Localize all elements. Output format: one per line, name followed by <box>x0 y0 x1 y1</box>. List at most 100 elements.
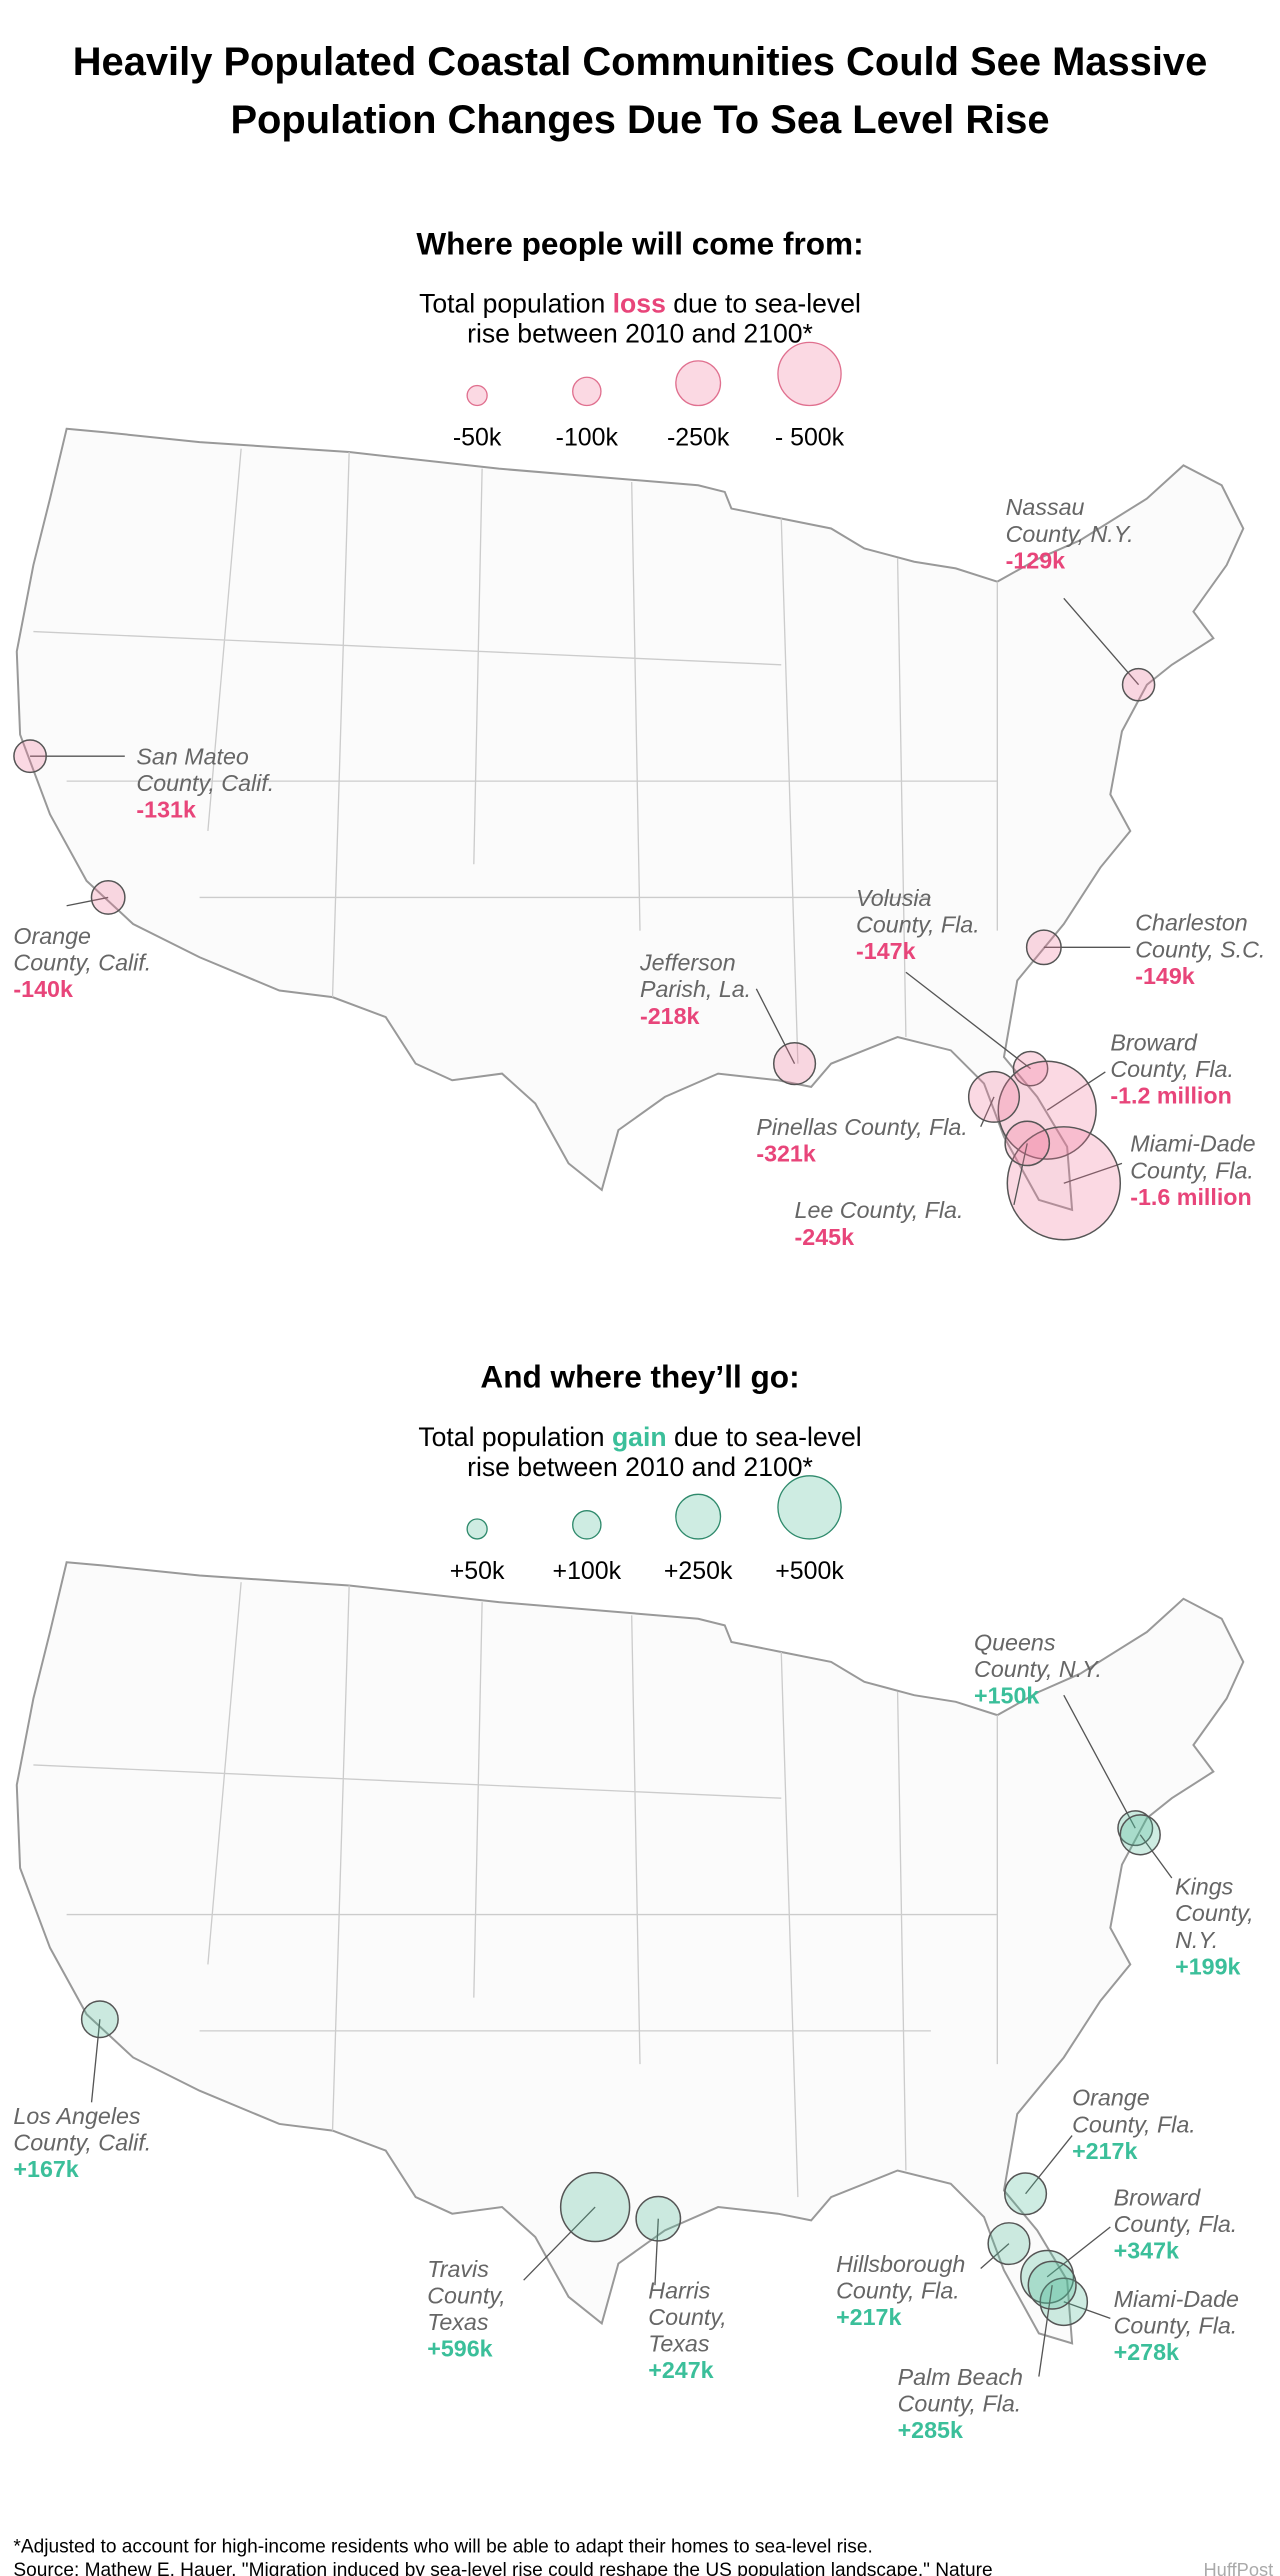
county-name: County, S.C. <box>1135 936 1265 962</box>
legend-bubble <box>572 1510 602 1540</box>
legend-label: -100k <box>556 423 619 451</box>
county-name: County, Fla. <box>1114 2312 1238 2338</box>
county-name: Los Angeles <box>13 2103 140 2129</box>
county-name: Texas <box>648 2331 710 2357</box>
county-name: County, N.Y. <box>1006 521 1134 547</box>
map-heading: And where they’ll go: <box>480 1359 799 1395</box>
leader-line <box>523 2206 596 2281</box>
leader-line <box>1139 1834 1173 1879</box>
county-bubble <box>1020 2249 1075 2304</box>
county-name: Travis <box>427 2256 489 2282</box>
county-name: County, Fla. <box>1130 1157 1254 1183</box>
legend-bubble <box>777 1475 842 1540</box>
county-name: Lee County, Fla. <box>795 1197 964 1223</box>
leader-line <box>66 896 109 907</box>
county-bubble <box>635 2195 682 2242</box>
subtitle-part: gain <box>612 1422 667 1452</box>
county-name: Nassau <box>1006 494 1085 520</box>
county-name: Charleston <box>1135 910 1247 936</box>
county-value: +217k <box>836 2304 901 2330</box>
legend-label: +100k <box>553 1557 622 1585</box>
county-name: Hillsborough <box>836 2251 965 2277</box>
county-name: Broward <box>1114 2184 1202 2210</box>
county-name: County, <box>1175 1900 1253 1926</box>
county-bubble <box>1121 667 1156 702</box>
legend-bubble <box>675 1493 722 1540</box>
county-value: -245k <box>795 1224 855 1250</box>
county-name: Orange <box>13 923 91 949</box>
county-bubble <box>1004 1120 1051 1167</box>
county-name: County, Fla. <box>1110 1056 1234 1082</box>
county-name: County, Calif. <box>13 950 151 976</box>
county-bubble <box>1006 1126 1122 1241</box>
leader-line <box>980 2243 1010 2270</box>
county-name: Volusia <box>856 885 931 911</box>
county-name: County, Calif. <box>13 2130 151 2156</box>
county-bubble <box>987 2222 1031 2266</box>
county-value: +278k <box>1114 2339 1179 2365</box>
county-name: County, Fla. <box>898 2390 1022 2416</box>
credit: HuffPost <box>1203 2559 1273 2576</box>
leader-line <box>1046 1071 1106 1111</box>
map-heading: Where people will come from: <box>416 225 863 261</box>
county-value: -1.6 million <box>1130 1184 1251 1210</box>
county-name: Palm Beach <box>898 2364 1023 2390</box>
county-value: +199k <box>1175 1953 1240 1979</box>
leader-line <box>1013 1143 1028 1206</box>
county-value: -321k <box>756 1141 816 1167</box>
county-value: +285k <box>898 2417 963 2443</box>
county-name: Queens <box>974 1629 1056 1655</box>
leader-line <box>1063 1694 1136 1829</box>
county-name: Miami-Dade <box>1130 1131 1255 1157</box>
footnote: *Adjusted to account for high-income res… <box>13 2537 872 2558</box>
subtitle: rise between 2010 and 2100* <box>467 1452 813 1482</box>
county-value: +247k <box>648 2357 713 2383</box>
county-value: -147k <box>856 938 916 964</box>
county-bubble <box>80 2000 119 2039</box>
leader-line <box>1025 2135 1073 2195</box>
county-name: County, <box>427 2282 505 2308</box>
county-name: Parish, La. <box>640 976 751 1002</box>
title: Heavily Populated Coastal Communities Co… <box>73 40 1208 84</box>
county-name: County, Fla. <box>1114 2211 1238 2237</box>
county-name: Pinellas County, Fla. <box>756 1114 968 1140</box>
county-name: N.Y. <box>1175 1927 1218 1953</box>
county-bubble <box>13 739 47 774</box>
county-name: Broward <box>1110 1029 1198 1055</box>
county-value: -149k <box>1135 963 1195 989</box>
subtitle-part: due to sea-level <box>673 288 861 318</box>
legend-label: -250k <box>667 423 730 451</box>
county-value: -140k <box>13 976 73 1002</box>
leader-line <box>1038 2285 1053 2377</box>
subtitle: Total population gain due to sea-level <box>418 1422 861 1452</box>
county-value: +150k <box>974 1682 1039 1708</box>
legend-bubble <box>466 1518 488 1540</box>
county-name: Harris <box>648 2277 710 2303</box>
subtitle: rise between 2010 and 2100* <box>467 318 813 348</box>
county-bubble <box>90 879 126 915</box>
subtitle-part: Total population <box>418 1422 604 1452</box>
legend-label: -50k <box>453 423 502 451</box>
county-bubble <box>997 1060 1097 1160</box>
subtitle-part: loss <box>613 288 666 318</box>
map-base <box>15 427 1245 2345</box>
county-name: Jefferson <box>639 950 736 976</box>
legend-bubble <box>777 341 842 407</box>
county-bubble <box>1027 2260 1077 2310</box>
leader-line <box>980 1096 995 1128</box>
leader-line <box>755 988 796 1064</box>
county-name: Kings <box>1175 1874 1234 1900</box>
leader-line <box>1063 2301 1111 2320</box>
leader-line <box>905 971 1031 1070</box>
county-value: +167k <box>13 2156 78 2182</box>
county-name: Miami-Dade <box>1114 2286 1239 2312</box>
leader-line <box>1063 1162 1123 1184</box>
county-value: +596k <box>427 2336 492 2362</box>
legend-label: +250k <box>664 1557 733 1585</box>
county-name: County, Fla. <box>836 2277 960 2303</box>
county-bubble <box>559 2171 631 2243</box>
subtitle-part: Total population <box>419 288 605 318</box>
county-name: County, Fla. <box>856 911 980 937</box>
